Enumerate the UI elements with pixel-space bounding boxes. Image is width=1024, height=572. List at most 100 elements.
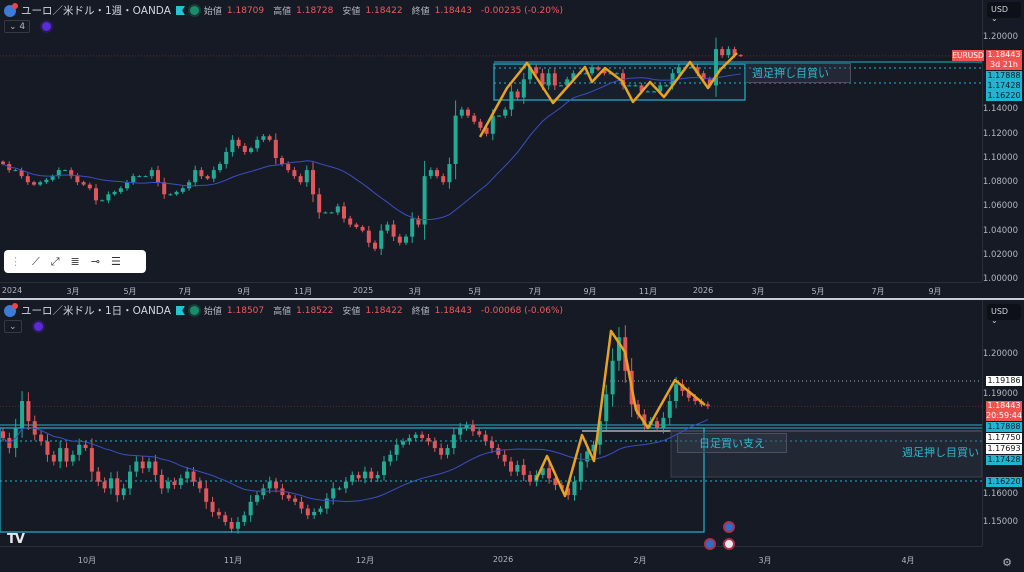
low-label: 安値: [342, 307, 361, 317]
daily-legend: ユーロ／米ドル・1日・OANDA 始値 1.18507 高値 1.18522 安値 1…: [4, 302, 567, 318]
candle: [379, 230, 384, 249]
low-value: 1.18422: [365, 5, 403, 16]
x-tick: 7月: [871, 287, 885, 296]
candle: [391, 224, 396, 237]
flag-icon[interactable]: [175, 6, 185, 15]
weekly-chart-pane[interactable]: ユーロ／米ドル・1週・OANDA 始値 1.18709 高値 1.18728 安値 1…: [0, 0, 1024, 298]
candle: [404, 236, 408, 243]
last-price-tag: 1.18443 3d 21h: [986, 50, 1022, 70]
x-tick: 2026: [492, 555, 514, 564]
candle: [125, 182, 129, 189]
candle: [385, 224, 390, 231]
weekly-chart-canvas[interactable]: [0, 0, 982, 282]
candle: [255, 139, 260, 149]
candle: [100, 200, 105, 202]
candle: [645, 91, 650, 93]
currency-select[interactable]: USD ⌄: [987, 2, 1021, 23]
candle: [39, 434, 44, 442]
candle: [674, 384, 679, 402]
candle: [571, 73, 576, 80]
candle: [583, 73, 588, 75]
x-tick: 4月: [901, 556, 915, 565]
price-axis[interactable]: USD ⌄ 1.20000 1.19000 1.16000 1.15000 1.…: [982, 300, 1024, 546]
candle: [50, 176, 55, 180]
symbol-title[interactable]: ユーロ／米ドル・1週・OANDA: [21, 5, 171, 17]
tradingview-logo[interactable]: TV: [7, 532, 25, 547]
candle: [191, 471, 196, 482]
economic-event-icon[interactable]: [704, 538, 716, 550]
candle: [312, 511, 317, 516]
weekly-dip-buy-note[interactable]: 週足押し目買い: [902, 446, 979, 459]
close-value: 1.18443: [434, 305, 472, 316]
drag-handle-icon[interactable]: ⋮: [10, 255, 21, 268]
candle: [248, 501, 253, 516]
flag-icon[interactable]: [175, 306, 185, 315]
candle: [477, 431, 482, 435]
us-event-icon[interactable]: [723, 538, 735, 550]
candle: [118, 188, 123, 192]
settings-gear-icon[interactable]: ⚙: [1002, 556, 1012, 569]
pane-divider[interactable]: [0, 298, 1024, 300]
y-tick: 1.06000: [982, 201, 1018, 211]
price-axis[interactable]: USD ⌄ 1.20000 1.14000 1.12000 1.10000 1.…: [982, 0, 1024, 284]
daily-chart-pane[interactable]: ユーロ／米ドル・1日・OANDA 始値 1.18507 高値 1.18522 安値 1…: [0, 300, 1024, 572]
time-axis[interactable]: 2024 3月 5月 7月 9月 11月 2025 3月 5月 7月 9月 11…: [0, 282, 982, 298]
candle: [591, 444, 596, 452]
zigzag-line: [534, 329, 706, 498]
indicators-toggle[interactable]: ⌄: [4, 320, 22, 333]
indicator-icon[interactable]: [33, 322, 43, 331]
ray-icon[interactable]: ⤢: [50, 254, 60, 268]
candle: [401, 441, 406, 445]
candle: [280, 158, 284, 165]
close-value: 1.18443: [434, 5, 472, 16]
horizontal-ray-icon[interactable]: ⊸: [90, 255, 100, 268]
candle: [356, 474, 361, 479]
close-label: 終値: [411, 7, 430, 17]
daily-chart-canvas[interactable]: [0, 300, 982, 546]
currency-label: USD: [991, 5, 1009, 14]
parallel-channel-icon[interactable]: ☰: [110, 255, 121, 268]
candle: [337, 488, 342, 490]
candle: [108, 478, 113, 489]
high-label: 高値: [273, 7, 292, 17]
candle: [614, 73, 619, 75]
symbol-title[interactable]: ユーロ／米ドル・1日・OANDA: [21, 305, 171, 317]
candle: [323, 212, 328, 214]
candle: [670, 73, 675, 86]
candle: [658, 85, 663, 92]
x-tick: 5月: [811, 287, 825, 296]
candle: [267, 136, 272, 140]
candle: [45, 441, 50, 455]
candle: [159, 474, 164, 489]
candle: [112, 191, 117, 195]
candle: [559, 85, 563, 87]
candle: [453, 115, 458, 165]
trend-line-icon[interactable]: ⟋: [32, 254, 40, 268]
candle: [661, 417, 666, 428]
candle: [168, 194, 173, 196]
fib-icon[interactable]: ≣: [70, 255, 80, 268]
drawing-toolbar[interactable]: ⋮ ⟋ ⤢ ≣ ⊸ ☰: [4, 250, 146, 273]
time-axis[interactable]: 10月 11月 12月 2026 2月 3月 4月: [0, 546, 982, 572]
candle: [25, 176, 30, 183]
candle: [552, 73, 557, 86]
indicators-toggle[interactable]: ⌄ 4: [4, 20, 31, 33]
candle: [366, 230, 371, 243]
daily-support-note[interactable]: 日足買い支え: [677, 433, 787, 453]
candle: [509, 91, 514, 110]
candle: [96, 471, 101, 482]
indicator-icon[interactable]: [42, 22, 52, 31]
y-tick: 1.04000: [982, 226, 1018, 236]
candle: [565, 79, 570, 86]
close-label: 終値: [411, 307, 430, 317]
weekly-dip-buy-note[interactable]: 週足押し目買い: [745, 63, 851, 83]
currency-select[interactable]: USD ⌄: [987, 304, 1021, 325]
economic-event-icon[interactable]: [723, 521, 735, 533]
candle: [56, 170, 61, 177]
candle: [187, 182, 191, 189]
candle: [397, 236, 402, 243]
candle: [459, 109, 464, 116]
candle: [286, 495, 291, 499]
x-tick: 7月: [178, 287, 192, 296]
x-tick: 2026: [692, 286, 714, 295]
